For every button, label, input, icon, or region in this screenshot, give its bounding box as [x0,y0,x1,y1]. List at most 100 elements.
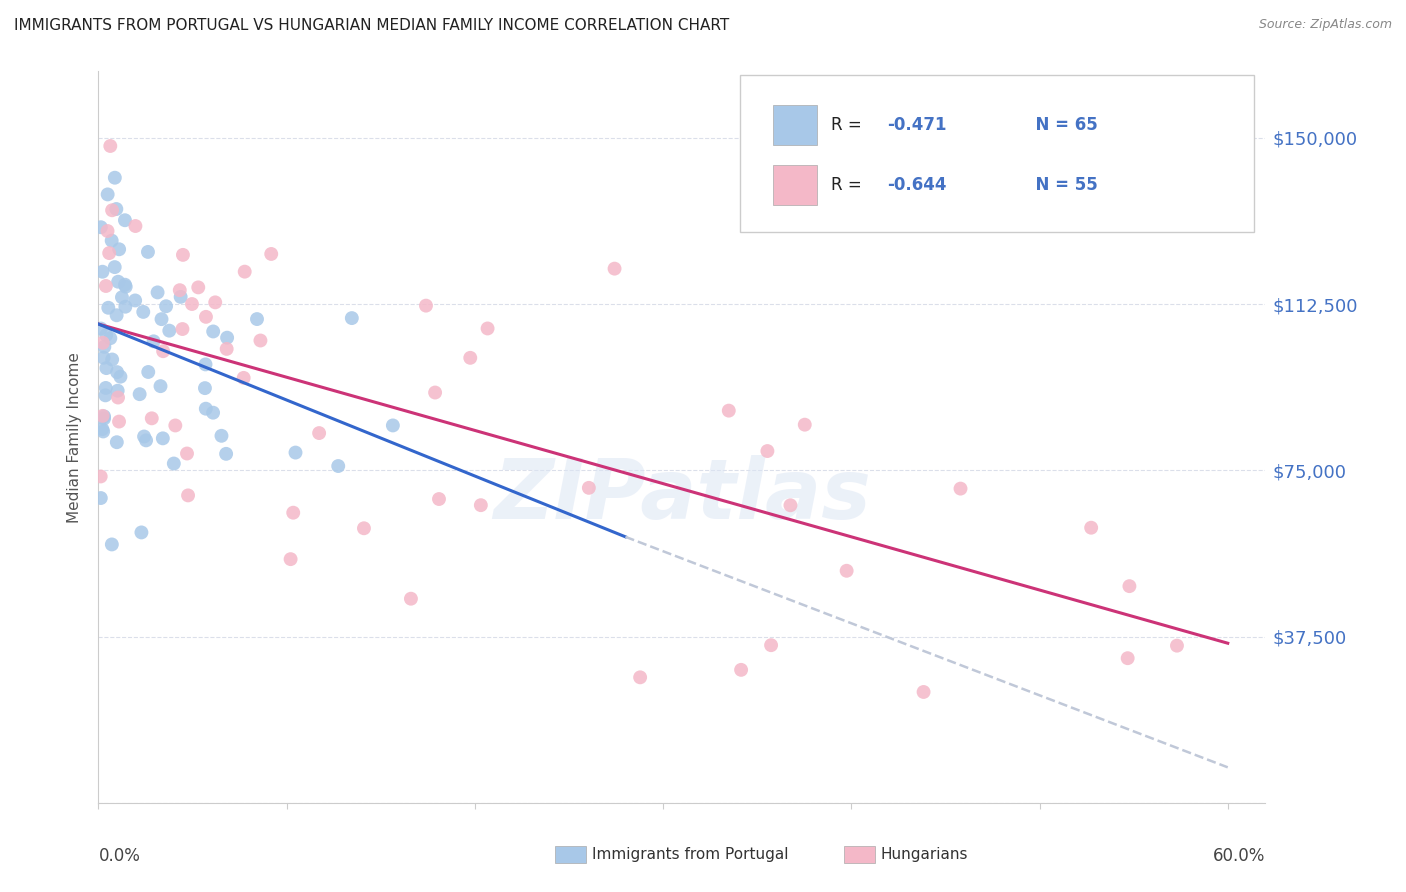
Point [96,361,118,376]
Point [628,670,651,684]
Point [101,352,124,367]
Text: ZIPatlas: ZIPatlas [494,455,870,536]
Point [340,311,363,326]
Point [202,325,225,339]
Point [105,435,128,450]
Point [1166,639,1188,653]
FancyBboxPatch shape [741,75,1254,232]
Point [353,521,375,535]
Point [779,498,801,512]
Point [108,415,131,429]
Text: 0.0%: 0.0% [98,847,141,864]
Point [152,344,174,359]
Point [381,418,404,433]
Point [1118,579,1140,593]
Point [458,351,481,365]
Point [415,299,437,313]
Point [477,321,499,335]
Point [578,481,600,495]
Point [423,385,446,400]
Point [105,202,128,216]
Point [96,328,118,343]
Point [172,322,194,336]
Point [165,418,187,433]
Point [308,426,330,441]
Point [152,431,174,445]
Point [100,234,122,248]
Point [194,401,217,416]
Point [146,285,169,300]
Point [470,498,492,512]
Point [94,388,117,402]
Text: R =: R = [831,176,868,194]
Point [96,224,118,238]
Point [93,351,115,365]
Text: -0.644: -0.644 [887,176,946,194]
Point [172,248,194,262]
Point [114,213,136,227]
Point [217,331,239,345]
Point [157,324,180,338]
Point [427,491,450,506]
Point [280,552,302,566]
Point [135,434,157,448]
Point [107,275,129,289]
Point [93,340,115,354]
Point [132,429,155,443]
Point [835,564,858,578]
Point [163,457,186,471]
Point [194,310,217,324]
Point [97,301,120,315]
Point [284,445,307,459]
Point [142,334,165,349]
Text: N = 55: N = 55 [1024,176,1098,194]
Point [759,638,782,652]
Point [141,411,163,425]
Point [111,290,134,304]
Point [204,295,226,310]
Point [169,290,191,304]
Point [94,279,117,293]
Point [194,358,217,372]
Point [215,342,238,356]
Point [107,384,129,398]
Point [283,506,305,520]
Point [169,283,191,297]
Point [194,381,217,395]
Point [90,469,112,483]
Point [98,139,121,153]
Point [187,280,209,294]
Point [150,312,173,326]
Point [114,279,136,293]
Text: Hungarians: Hungarians [880,847,967,862]
Point [114,300,136,314]
Point [249,334,271,348]
Point [104,260,127,274]
Point [1116,651,1139,665]
Point [97,187,120,202]
Point [1080,521,1102,535]
Point [105,365,128,379]
Point [149,379,172,393]
Point [177,488,200,502]
Point [91,409,114,423]
Point [105,308,128,322]
Point [108,242,131,256]
Text: N = 65: N = 65 [1024,116,1098,134]
Point [98,246,121,260]
Point [181,297,204,311]
Point [260,247,283,261]
Point [756,444,779,458]
Point [211,429,233,443]
Point [912,685,935,699]
Point [91,265,114,279]
Point [101,537,124,551]
Point [107,391,129,405]
Point [246,312,269,326]
Point [176,446,198,460]
Text: R =: R = [831,116,868,134]
Text: -0.471: -0.471 [887,116,946,134]
Text: Immigrants from Portugal: Immigrants from Portugal [592,847,789,862]
Point [202,406,225,420]
Point [128,387,150,401]
